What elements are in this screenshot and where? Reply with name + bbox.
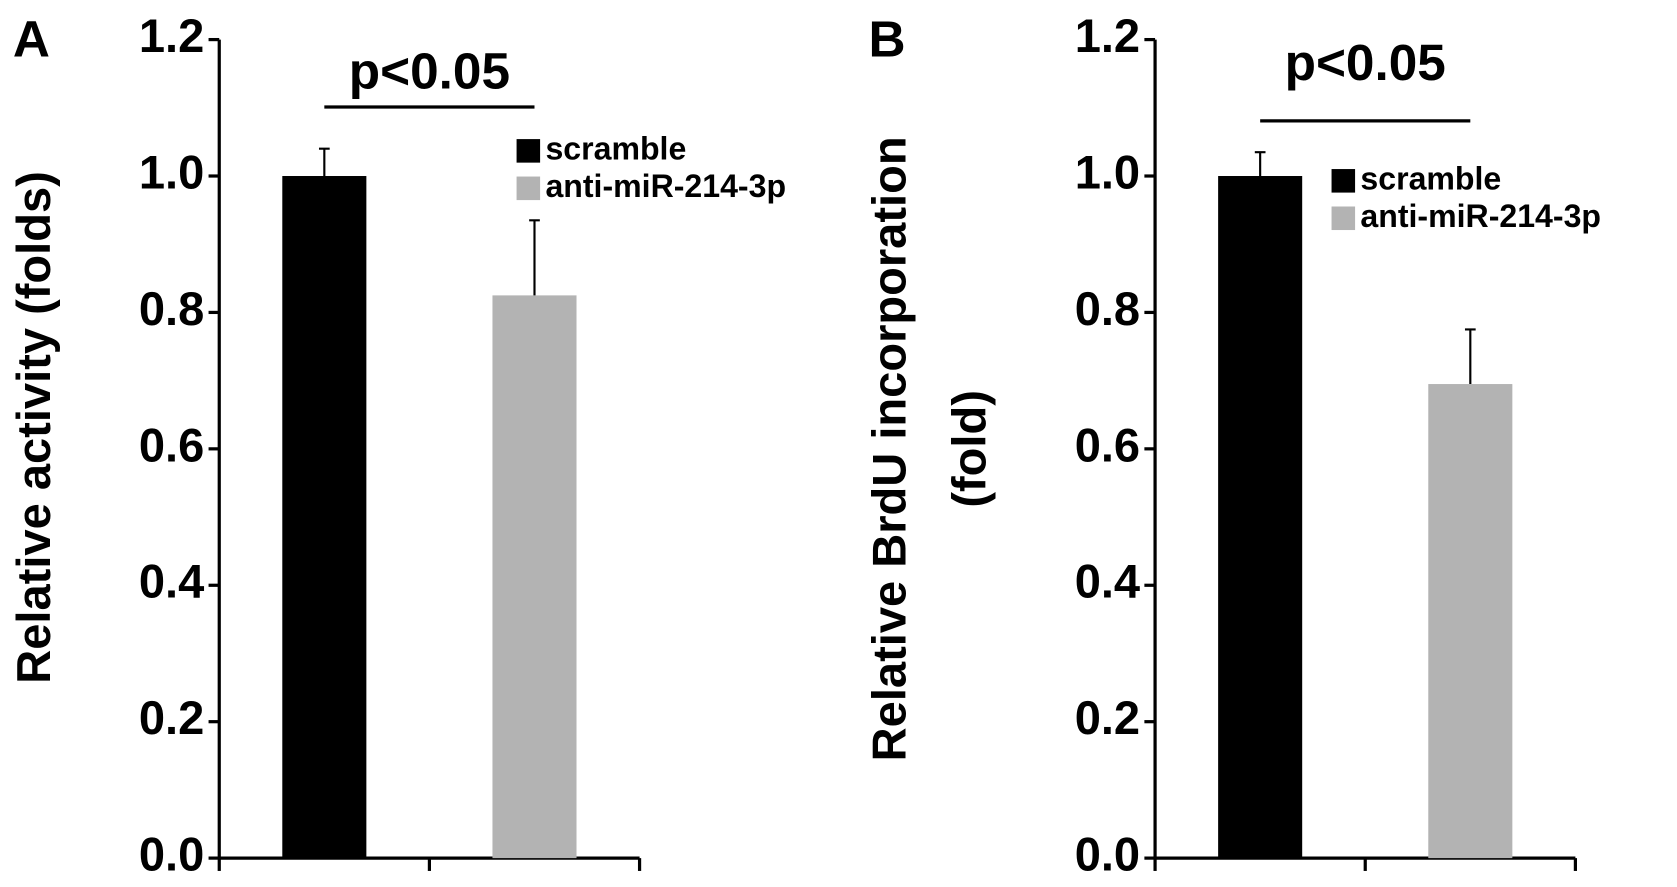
y-axis-label: Relative BrdU incorporation bbox=[862, 136, 915, 761]
bar bbox=[1218, 176, 1303, 859]
y-tick-label: 0.2 bbox=[1075, 691, 1140, 744]
y-tick-label: 0.8 bbox=[1075, 282, 1140, 335]
legend-swatch bbox=[1331, 206, 1356, 231]
y-tick-label: 1.0 bbox=[1075, 145, 1140, 198]
y-tick-label: 1.2 bbox=[139, 9, 204, 62]
panel-label: B bbox=[868, 10, 905, 67]
error-bar bbox=[1254, 151, 1266, 177]
y-tick-label: 0.0 bbox=[1075, 828, 1140, 881]
y-tick-label: 1.0 bbox=[139, 145, 204, 198]
y-tick-label: 0.4 bbox=[1075, 555, 1140, 608]
legend-swatch bbox=[516, 139, 541, 163]
y-tick-label: 0.8 bbox=[139, 282, 204, 335]
error-bar bbox=[318, 147, 330, 177]
annotation: p<0.05 bbox=[1285, 34, 1446, 91]
bar bbox=[492, 295, 577, 859]
legend-label: scramble bbox=[1360, 160, 1501, 196]
y-axis-label: Relative activity (folds) bbox=[7, 171, 60, 684]
error-bar bbox=[1464, 328, 1476, 385]
y-tick-label: 0.6 bbox=[139, 418, 204, 471]
legend-label: anti-miR-214-3p bbox=[1360, 198, 1601, 234]
panel-label: A bbox=[13, 10, 50, 67]
legend-label: anti-miR-214-3p bbox=[545, 168, 786, 204]
y-tick-label: 0.6 bbox=[1075, 418, 1140, 471]
y-tick-label: 0.2 bbox=[139, 691, 204, 744]
legend-swatch bbox=[516, 176, 541, 201]
y-tick-label: 0.0 bbox=[139, 828, 204, 881]
y-tick-label: 0.4 bbox=[139, 555, 204, 608]
legend-swatch bbox=[1331, 169, 1356, 193]
bar bbox=[1428, 384, 1513, 859]
legend-label: scramble bbox=[545, 130, 686, 166]
annotation: p<0.05 bbox=[349, 42, 510, 99]
y-tick-label: 1.2 bbox=[1075, 9, 1140, 62]
y-axis-label: (fold) bbox=[943, 390, 996, 508]
bar bbox=[282, 176, 367, 859]
error-bar bbox=[529, 219, 540, 296]
